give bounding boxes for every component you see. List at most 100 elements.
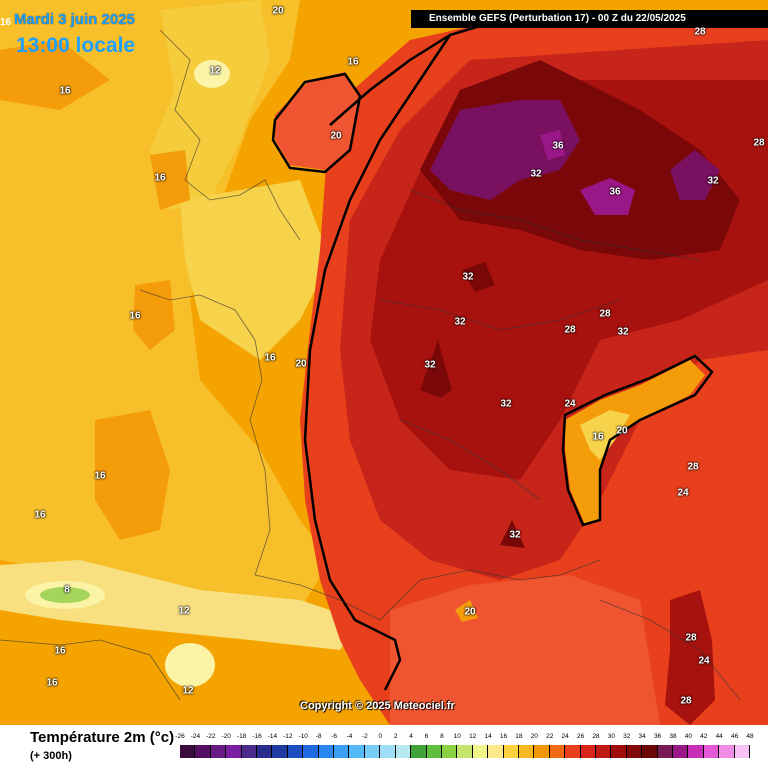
isotherm-label: 16	[59, 85, 71, 97]
map-graphic	[0, 0, 768, 725]
legend-swatch	[180, 745, 196, 758]
legend-swatch	[272, 745, 288, 758]
legend-swatch	[226, 745, 242, 758]
legend-swatch	[673, 745, 689, 758]
legend-tick-label: 14	[484, 733, 492, 740]
isotherm-label: 28	[564, 324, 576, 336]
isotherm-label: 28	[694, 26, 706, 38]
isotherm-label: 32	[509, 529, 521, 541]
legend-tick-label: 8	[440, 733, 444, 740]
legend-swatch	[457, 745, 473, 758]
isotherm-label: 20	[272, 5, 284, 17]
legend-swatch	[595, 745, 612, 758]
legend-tick-label: 10	[453, 733, 461, 740]
legend-swatch	[257, 745, 273, 758]
isotherm-label: 32	[454, 316, 466, 328]
legend-swatch	[657, 745, 673, 758]
legend-color-scale	[180, 745, 751, 758]
legend-swatch	[364, 745, 381, 758]
legend-swatch	[642, 745, 658, 758]
legend-swatch	[287, 745, 304, 758]
legend-title: Température 2m (°c)	[30, 729, 175, 746]
legend-tick-label: 12	[469, 733, 477, 740]
legend-swatch	[734, 745, 751, 758]
isotherm-label: 16	[264, 352, 276, 364]
isotherm-label: 28	[687, 461, 699, 473]
legend-swatch	[411, 745, 427, 758]
legend-swatch	[318, 745, 335, 758]
legend-swatch	[518, 745, 535, 758]
legend-tick-label: 32	[623, 733, 631, 740]
isotherm-label: 24	[677, 487, 689, 499]
isotherm-label: 16	[34, 509, 46, 521]
legend-tick-label: 0	[378, 733, 383, 740]
legend-swatch	[472, 745, 489, 758]
isotherm-label: 12	[178, 605, 190, 617]
legend-swatch	[719, 745, 735, 758]
isotherm-label: 20	[295, 358, 307, 370]
legend-tick-label: -14	[267, 733, 278, 740]
legend-tick-label: -22	[206, 733, 216, 740]
legend-tick-label: 40	[684, 733, 692, 740]
isotherm-label: 20	[464, 606, 476, 618]
temperature-map: 16 Mardi 3 juin 2025 13:00 locale Ensemb…	[0, 0, 768, 725]
isotherm-label: 16	[94, 470, 106, 482]
isotherm-label: 16	[592, 431, 604, 443]
legend-swatch	[549, 745, 566, 758]
isotherm-label: 32	[617, 326, 629, 338]
legend-swatch	[488, 745, 504, 758]
legend-tick-label: 6	[424, 733, 429, 740]
isotherm-label: 32	[462, 271, 474, 283]
copyright-notice: Copyright © 2025 Meteociel.fr	[300, 700, 455, 712]
isotherm-label: 8	[64, 584, 70, 596]
isotherm-label: 12	[182, 685, 194, 697]
isotherm-label: 16	[129, 310, 141, 322]
legend-swatch	[611, 745, 627, 758]
legend-tick-label: 28	[592, 733, 600, 740]
isotherm-label: 16	[347, 56, 359, 68]
forecast-time: 13:00 locale	[16, 34, 136, 57]
legend-swatch	[565, 745, 581, 758]
legend-tick-label: 22	[546, 733, 554, 740]
legend-tick-label: 30	[607, 733, 615, 740]
legend-swatch	[210, 745, 227, 758]
legend-tick-label: 42	[700, 733, 708, 740]
legend-tick-label: 20	[530, 733, 538, 740]
legend-tick-label: -20	[221, 733, 231, 740]
legend-swatch	[395, 745, 412, 758]
legend-swatch	[580, 745, 596, 758]
legend-tick-label: 34	[638, 733, 646, 740]
legend-swatch	[303, 745, 319, 758]
model-header: Ensemble GEFS (Perturbation 17) - 00 Z d…	[411, 10, 768, 28]
legend-swatch	[426, 745, 442, 758]
legend-tick-label: -24	[190, 733, 201, 740]
legend-tick-label: 36	[653, 733, 662, 740]
legend-swatch	[688, 745, 704, 758]
legend-subtitle: (+ 300h)	[30, 750, 72, 762]
isotherm-label: 32	[500, 398, 512, 410]
corner-value: 16	[0, 17, 12, 28]
isotherm-label: 16	[54, 645, 66, 657]
legend-swatch	[534, 745, 550, 758]
legend-tick-label: -18	[236, 733, 247, 740]
isotherm-label: 28	[753, 137, 765, 149]
legend-swatch	[626, 745, 643, 758]
legend-swatch	[380, 745, 396, 758]
legend-tick-label: 48	[746, 733, 754, 740]
legend-tick-label: 16	[499, 733, 508, 740]
legend-tick-label: -16	[252, 733, 262, 740]
legend-tick-label: 38	[669, 733, 677, 740]
isotherm-label: 28	[685, 632, 697, 644]
isotherm-label: 32	[424, 359, 436, 371]
legend-swatch	[241, 745, 258, 758]
legend-scale-ticks: -26 -24 -22 -20 -18 -16 -14 -12 -10 -8 -6 -4 -2 0 2 4 6 8…	[175, 733, 754, 743]
isotherm-label: 12	[209, 65, 221, 77]
legend-swatch	[503, 745, 519, 758]
legend-tick-label: 4	[409, 733, 413, 740]
legend-tick-label: 2	[393, 733, 398, 740]
legend-swatch	[334, 745, 350, 758]
isotherm-label: 24	[564, 398, 576, 410]
legend-tick-label: -6	[331, 733, 337, 740]
isotherm-label: 32	[530, 168, 542, 180]
legend-tick-label: -26	[175, 733, 185, 740]
